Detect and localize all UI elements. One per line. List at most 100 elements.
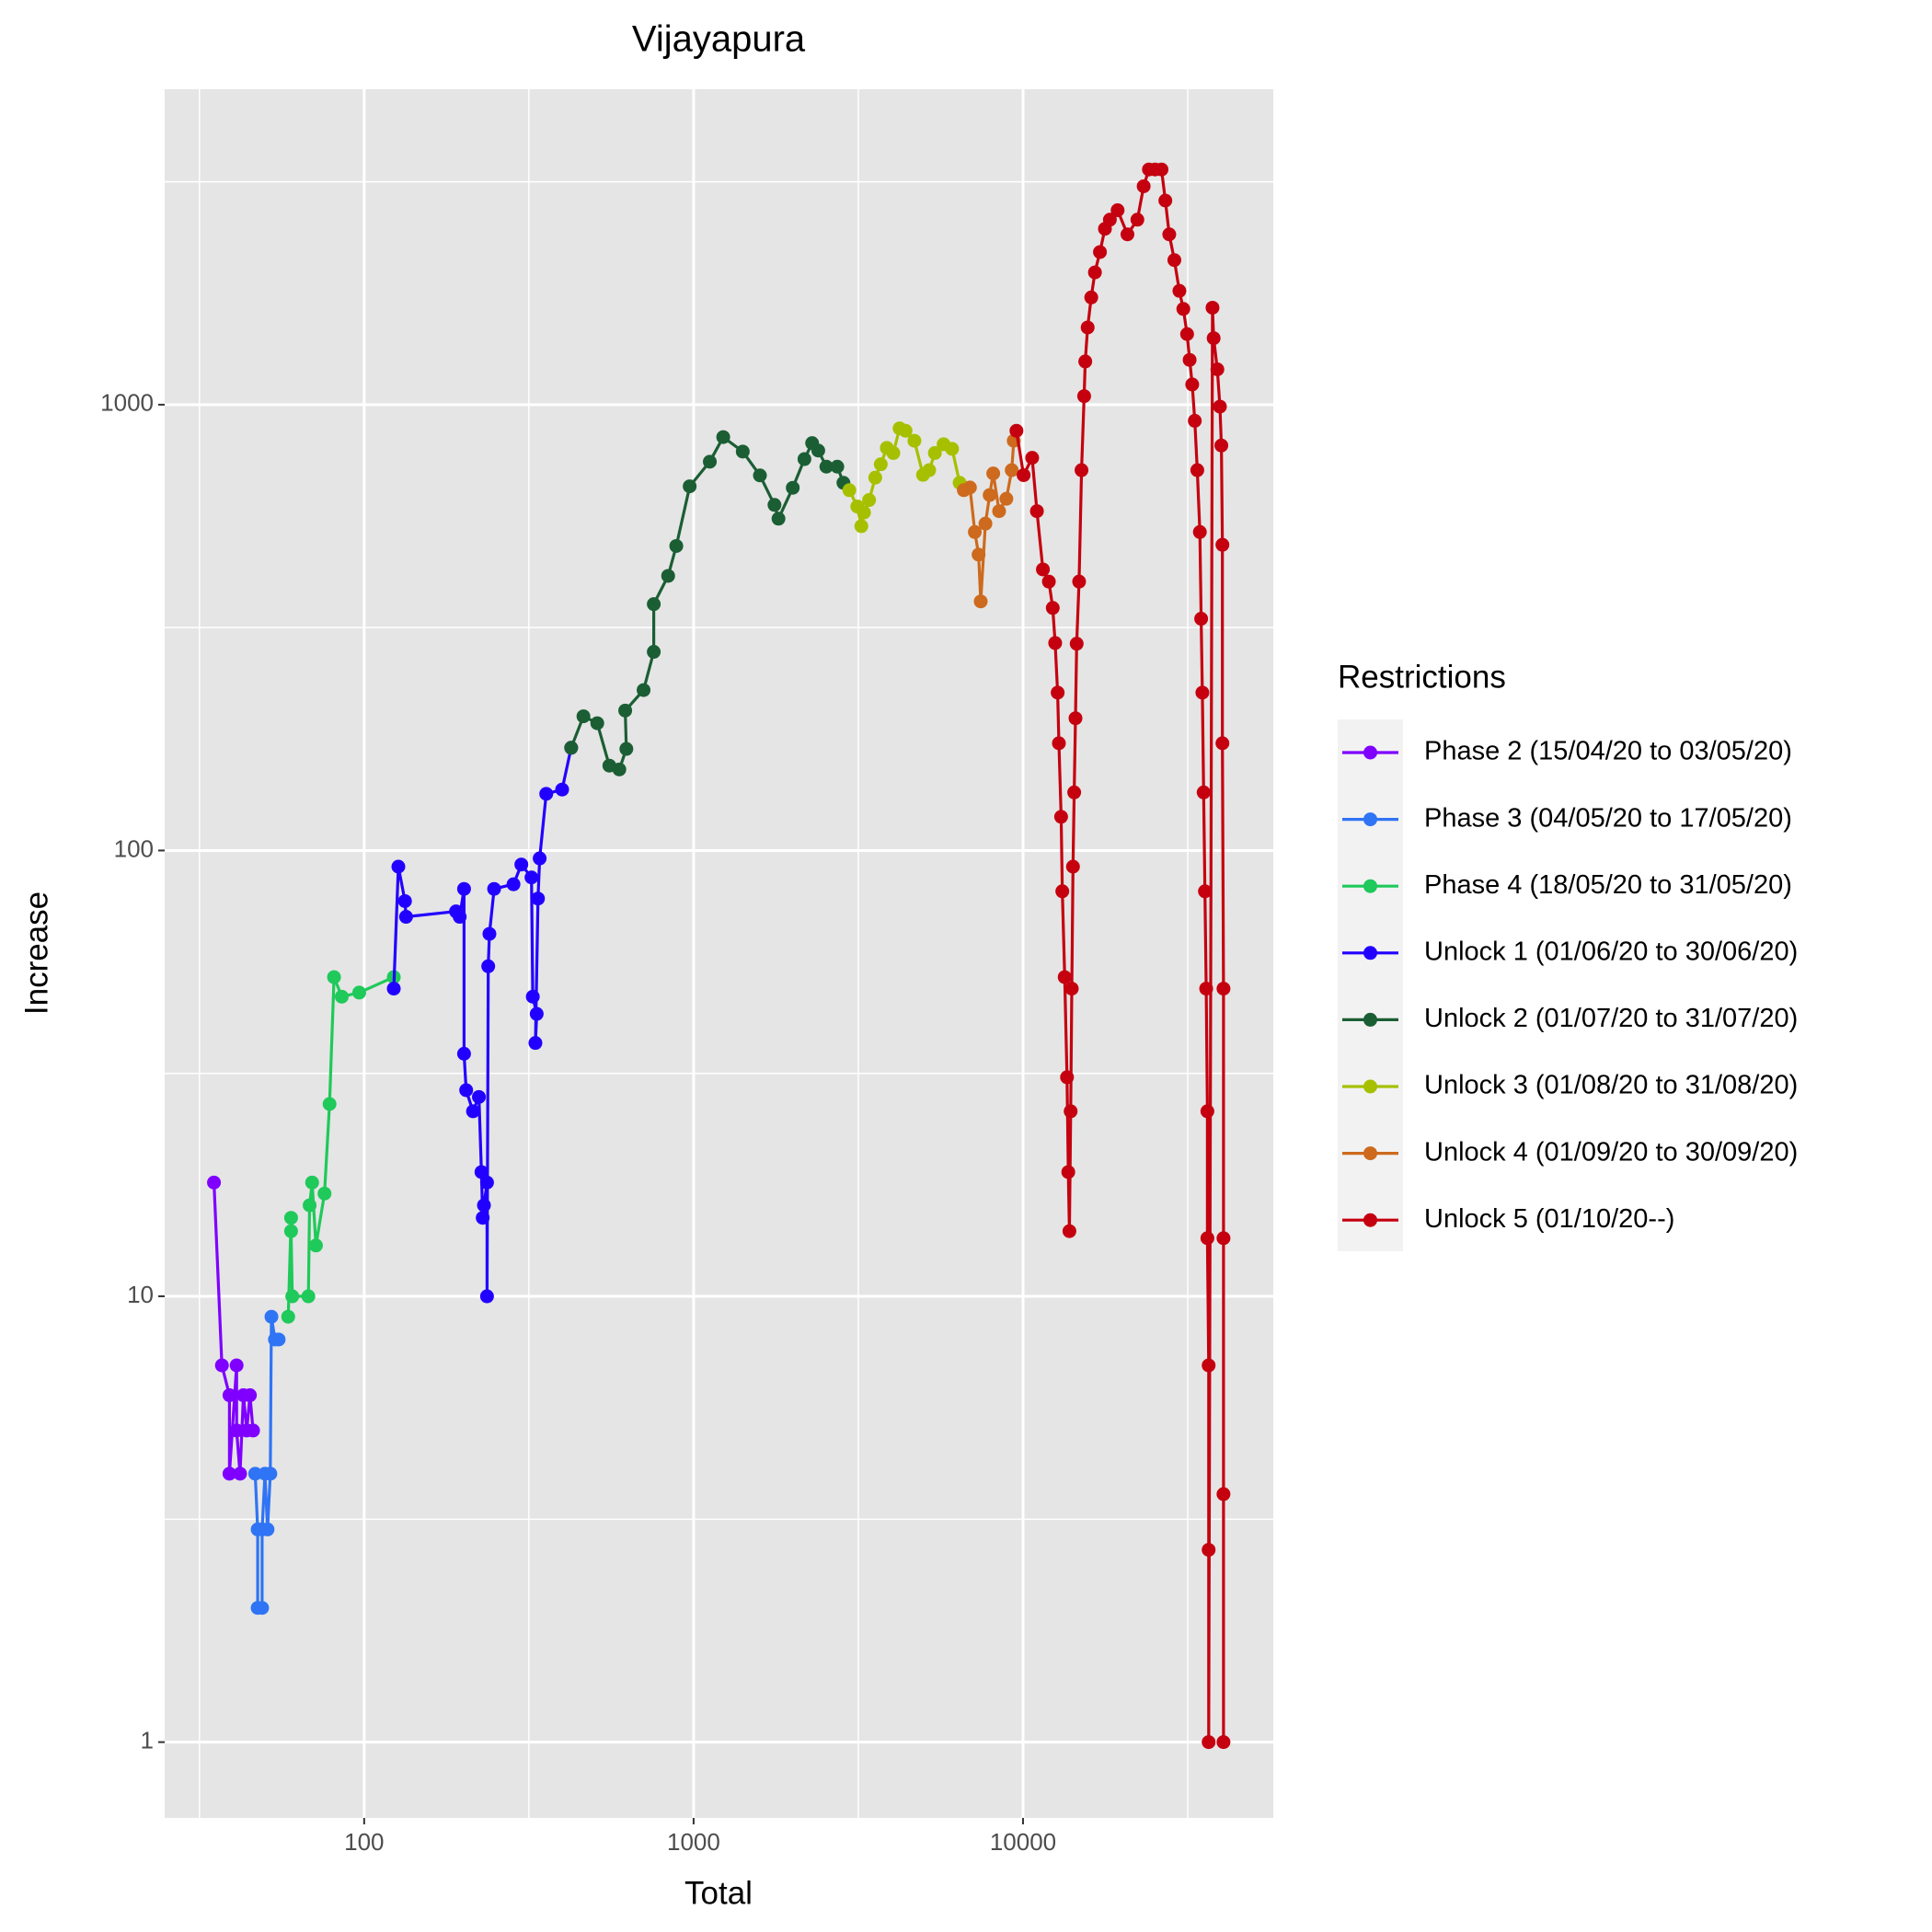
data-point: [263, 1466, 278, 1481]
data-point: [1102, 213, 1117, 227]
data-point: [1025, 451, 1040, 466]
data-point: [525, 989, 540, 1004]
legend-label: Phase 4 (18/05/20 to 31/05/20): [1424, 870, 1792, 900]
data-point: [1120, 227, 1134, 242]
data-point: [986, 466, 1001, 481]
data-point: [1192, 524, 1207, 539]
data-point: [1067, 785, 1082, 799]
data-point: [305, 1175, 319, 1190]
data-point: [229, 1358, 244, 1373]
data-point: [1051, 685, 1065, 700]
data-point: [255, 1601, 270, 1616]
data-point: [222, 1466, 236, 1481]
data-point: [529, 1006, 544, 1021]
data-point: [647, 597, 661, 612]
data-point: [207, 1175, 222, 1190]
data-point: [1064, 982, 1079, 996]
legend-key-point: [1363, 946, 1377, 960]
data-point: [233, 1466, 247, 1481]
data-point: [327, 970, 341, 984]
data-point: [1084, 290, 1098, 305]
data-point: [1136, 178, 1151, 193]
legend: Phase 2 (15/04/20 to 03/05/20) Phase 3 (0…: [1342, 737, 1798, 1234]
legend-label: Unlock 5 (01/10/20--): [1424, 1204, 1674, 1234]
y-tick-label: 100: [114, 834, 154, 862]
data-point: [1045, 601, 1060, 615]
data-point: [334, 989, 349, 1004]
data-point: [264, 1309, 279, 1324]
data-point: [479, 1175, 494, 1190]
data-point: [1009, 423, 1024, 438]
y-tick-label: 1000: [100, 389, 154, 417]
x-tick-label: 100: [344, 1828, 384, 1856]
data-point: [555, 782, 569, 797]
data-point: [1093, 245, 1108, 259]
data-point: [1176, 302, 1190, 316]
data-point: [1190, 463, 1204, 477]
data-point: [1078, 354, 1093, 369]
data-point: [397, 893, 412, 908]
data-point: [669, 538, 684, 553]
data-point: [1130, 213, 1144, 227]
data-point: [753, 468, 767, 483]
data-point: [564, 741, 579, 755]
data-point: [1062, 1224, 1076, 1238]
data-point: [647, 645, 661, 660]
legend-label: Phase 3 (04/05/20 to 17/05/20): [1424, 803, 1792, 833]
data-point: [637, 683, 651, 697]
data-point: [968, 524, 983, 539]
data-point: [260, 1522, 275, 1536]
data-point: [1055, 884, 1070, 899]
data-point: [1162, 227, 1177, 242]
data-point: [476, 1211, 490, 1225]
data-point: [767, 498, 782, 512]
data-point: [285, 1289, 300, 1304]
data-point: [1080, 320, 1095, 335]
data-point: [229, 1423, 244, 1438]
data-point: [246, 1423, 260, 1438]
data-point: [222, 1388, 236, 1403]
data-point: [271, 1332, 286, 1347]
data-point: [1036, 562, 1051, 577]
data-point: [983, 488, 997, 502]
data-point: [474, 1165, 489, 1179]
data-point: [1087, 265, 1102, 280]
data-point: [1017, 467, 1031, 482]
data-point: [398, 910, 413, 925]
data-point: [528, 1036, 543, 1051]
data-point: [1188, 413, 1202, 428]
legend-key-point: [1363, 879, 1377, 893]
data-point: [1216, 982, 1231, 996]
y-axis-title: Increase: [18, 891, 54, 1015]
data-point: [811, 443, 825, 458]
legend-label: Unlock 1 (01/06/20 to 30/06/20): [1424, 937, 1798, 966]
data-point: [716, 430, 730, 444]
data-point: [683, 479, 697, 494]
data-point: [703, 454, 718, 469]
grid: [165, 89, 1273, 1818]
data-point: [862, 493, 877, 508]
data-point: [922, 463, 937, 477]
data-point: [1215, 537, 1230, 552]
data-point: [1179, 327, 1194, 341]
data-point: [1202, 1735, 1216, 1750]
data-point: [1200, 1231, 1214, 1246]
data-point: [243, 1388, 258, 1403]
x-tick-label: 1000: [667, 1828, 720, 1856]
legend-label: Phase 2 (15/04/20 to 03/05/20): [1424, 737, 1792, 766]
data-point: [1069, 637, 1084, 651]
data-point: [1215, 736, 1230, 751]
panel: [165, 89, 1273, 1818]
data-point: [322, 1097, 337, 1111]
data-point: [854, 519, 868, 534]
data-point: [999, 491, 1014, 506]
data-point: [857, 505, 871, 520]
data-point: [1057, 970, 1072, 984]
legend-title: Restrictions: [1338, 659, 1506, 695]
data-point: [1060, 1070, 1075, 1085]
data-point: [281, 1309, 295, 1324]
data-point: [786, 480, 800, 495]
data-point: [1195, 685, 1210, 700]
data-point: [386, 982, 401, 996]
data-point: [1172, 283, 1187, 298]
